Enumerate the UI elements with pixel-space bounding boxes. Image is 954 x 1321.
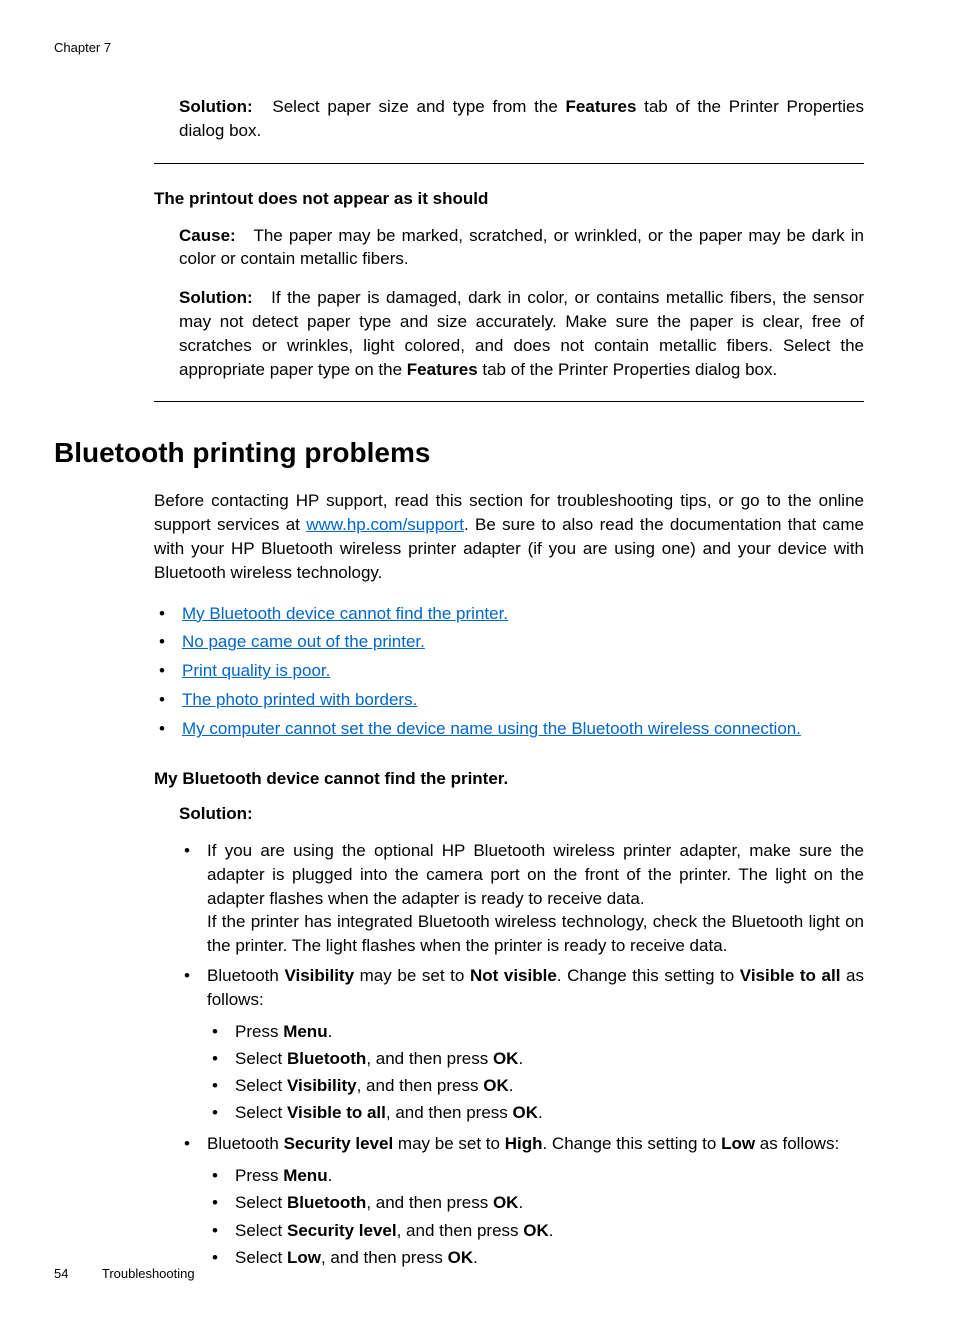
t: Security level — [284, 1134, 394, 1153]
cause-body: The paper may be marked, scratched, or w… — [179, 226, 864, 269]
solution-text-2: Solution: If the paper is damaged, dark … — [179, 286, 864, 381]
section-title: Bluetooth printing problems — [54, 437, 864, 469]
cause-text: Cause: The paper may be marked, scratche… — [179, 224, 864, 272]
t: Visibility — [284, 966, 354, 985]
list-item: Bluetooth Visibility may be set to Not v… — [179, 964, 864, 1126]
toc-link[interactable]: My Bluetooth device cannot find the prin… — [182, 604, 508, 623]
solution-block-1: Solution: Select paper size and type fro… — [179, 95, 864, 143]
list-item: Press Menu. — [207, 1162, 864, 1189]
page-number: 54 — [54, 1266, 68, 1281]
list-item: Press Menu. — [207, 1018, 864, 1045]
list-item: Select Bluetooth, and then press OK. — [207, 1189, 864, 1216]
solution-label: Solution: — [179, 288, 253, 307]
list-item: My Bluetooth device cannot find the prin… — [154, 600, 864, 629]
solution-label: Solution: — [179, 97, 253, 116]
t: may be set to — [393, 1134, 505, 1153]
sub-bullets: Press Menu. Select Bluetooth, and then p… — [207, 1018, 864, 1127]
t: may be set to — [354, 966, 470, 985]
t: Bluetooth — [207, 966, 284, 985]
t: High — [505, 1134, 543, 1153]
t: . Change this setting to — [542, 1134, 721, 1153]
footer-section: Troubleshooting — [102, 1266, 195, 1281]
bullet-text: If the printer has integrated Bluetooth … — [207, 912, 864, 955]
t: Not visible — [470, 966, 557, 985]
list-item: Print quality is poor. — [154, 657, 864, 686]
printout-block: Cause: The paper may be marked, scratche… — [179, 224, 864, 382]
list-item: The photo printed with borders. — [154, 686, 864, 715]
solution-bullets: If you are using the optional HP Bluetoo… — [179, 839, 864, 1271]
solution-post: tab of the Printer Properties dialog box… — [478, 360, 778, 379]
list-item: Select Low, and then press OK. — [207, 1244, 864, 1271]
t: . Change this setting to — [557, 966, 740, 985]
toc-link[interactable]: My computer cannot set the device name u… — [182, 719, 801, 738]
divider — [154, 163, 864, 164]
list-item: Select Bluetooth, and then press OK. — [207, 1045, 864, 1072]
solution-section: Solution: If you are using the optional … — [179, 804, 864, 1271]
solution-label: Solution: — [179, 804, 864, 824]
list-item: Select Security level, and then press OK… — [207, 1217, 864, 1244]
page-footer: 54 Troubleshooting — [54, 1266, 195, 1281]
cause-label: Cause: — [179, 226, 236, 245]
list-item: If you are using the optional HP Bluetoo… — [179, 839, 864, 958]
section-intro: Before contacting HP support, read this … — [154, 489, 864, 584]
printout-heading: The printout does not appear as it shoul… — [154, 189, 864, 209]
list-item: Bluetooth Security level may be set to H… — [179, 1132, 864, 1271]
list-item: Select Visibility, and then press OK. — [207, 1072, 864, 1099]
solution-pre: Select paper size and type from the — [272, 97, 565, 116]
t: Visible to all — [740, 966, 841, 985]
t: Low — [721, 1134, 755, 1153]
bt-cannot-find-heading: My Bluetooth device cannot find the prin… — [154, 769, 864, 789]
chapter-header: Chapter 7 — [54, 40, 864, 55]
list-item: Select Visible to all, and then press OK… — [207, 1099, 864, 1126]
list-item: No page came out of the printer. — [154, 628, 864, 657]
toc-link[interactable]: No page came out of the printer. — [182, 632, 425, 651]
toc-link[interactable]: Print quality is poor. — [182, 661, 330, 680]
link-list: My Bluetooth device cannot find the prin… — [154, 600, 864, 744]
solution-bold: Features — [407, 360, 478, 379]
divider — [154, 401, 864, 402]
toc-link[interactable]: The photo printed with borders. — [182, 690, 417, 709]
solution-text: Solution: Select paper size and type fro… — [179, 95, 864, 143]
list-item: My computer cannot set the device name u… — [154, 715, 864, 744]
bullet-text: If you are using the optional HP Bluetoo… — [207, 841, 864, 908]
sub-bullets: Press Menu. Select Bluetooth, and then p… — [207, 1162, 864, 1271]
support-link[interactable]: www.hp.com/support — [306, 515, 464, 534]
t: Bluetooth — [207, 1134, 284, 1153]
t: as follows: — [755, 1134, 839, 1153]
solution-bold: Features — [566, 97, 637, 116]
